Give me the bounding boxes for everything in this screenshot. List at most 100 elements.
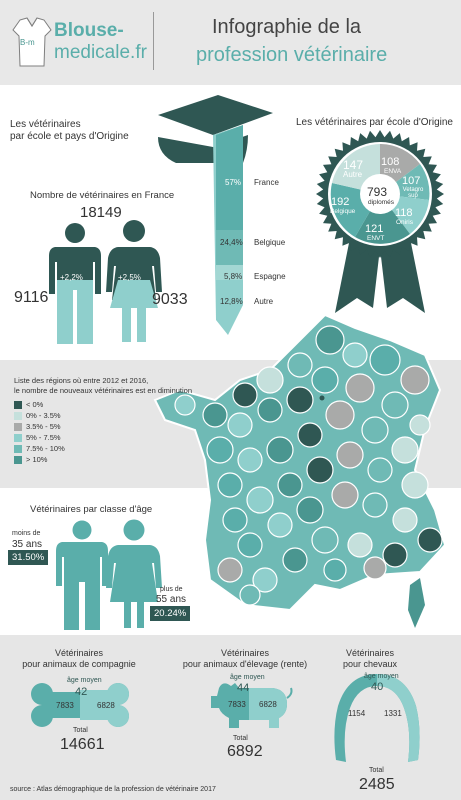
woman-senior-icon [106,519,162,628]
livestock-women: 6828 [259,700,277,709]
map-region [277,472,303,498]
map-region [239,584,261,606]
livestock-age-value: 44 [237,682,250,694]
map-region [315,325,345,355]
map-region [369,344,401,376]
logo-text-top: Blouse- [54,20,124,41]
header-divider [153,12,154,70]
map-region [409,414,431,436]
map-region [282,547,308,573]
pets-total-label: Total [73,727,88,734]
schools-heading: Les vétérinaires par école d'Origine [296,117,453,128]
bone-icon [31,683,129,727]
legend-swatch [14,455,22,464]
young-man-icon [56,520,108,630]
map-region [174,394,196,416]
map-region [311,526,339,554]
map-region [381,391,409,419]
map-region [217,472,243,498]
age-heading: Vétérinaires par classe d'âge [30,504,153,515]
women-growth: +2,5% [118,273,141,282]
bar-label-espagne: Espagne [254,272,286,281]
seal-belgique-value: 192 [331,196,350,208]
blouse-logo-icon [12,17,52,67]
map-region [267,512,293,538]
map-region [417,527,443,553]
young-label-1: moins de [12,530,41,537]
horses-total: 2485 [359,776,395,793]
seal-envt-value: 121 [365,223,384,235]
france-map [153,313,447,628]
pets-age-label: âge moyen [67,677,102,684]
map-region [361,416,389,444]
map-region [286,386,314,414]
bar-label-france: France [254,178,279,187]
pig-icon [211,683,293,728]
map-region [252,567,278,593]
map-region [296,496,324,524]
man-icon [49,223,101,344]
bar-value-autre: 12,8% [220,297,243,306]
young-pct-badge: 31.50% [8,550,49,565]
old-label-1: plus de [160,586,183,593]
legend-item: 3.5% - 5% [14,421,65,432]
seal-oniris-value: 118 [395,207,413,219]
livestock-heading-2: pour animaux d'élevage (rente) [182,659,308,669]
logo[interactable]: B-m Blouse- medicale.fr [12,12,147,72]
legend-swatch [14,444,22,453]
page-title-line1: Infographie de la [212,16,362,38]
map-region [227,412,253,438]
map-region [392,507,418,533]
rosette-icon [316,130,444,313]
young-label-2: 35 ans [12,539,43,550]
legend-item: 7.5% - 10% [14,443,65,454]
map-region [367,457,393,483]
legend-swatch [14,422,22,431]
map-region [363,556,387,580]
bar-label-autre: Autre [254,297,274,306]
bar-value-belgique: 24,4% [220,238,243,247]
seal-autre-label: Autre [343,170,363,179]
legend-swatch [14,433,22,442]
legend-item: 0% - 3.5% [14,410,65,421]
pets-age-value: 42 [75,686,88,698]
map-region [246,486,274,514]
count-total: 18149 [80,204,122,221]
livestock-total: 6892 [227,743,263,760]
seal-vetagro-value: 107 [402,175,421,187]
seal-enva-value: 108 [381,156,400,168]
map-region [401,471,429,499]
old-pct-badge: 20.24% [150,606,191,621]
map-region [287,352,313,378]
map-region [323,558,347,582]
old-label-2: 55 ans [156,594,187,605]
horses-heading-1: Vétérinaires [345,648,395,658]
pets-men: 7833 [56,701,74,710]
map-region [237,447,263,473]
map-region [382,542,408,568]
bar-value-espagne: 5,8% [224,272,243,281]
legend-label: 3.5% - 5% [26,422,61,431]
map-region [217,557,243,583]
map-region [400,365,430,395]
horses-total-label: Total [369,767,384,774]
map-region [347,532,373,558]
map-region [297,422,323,448]
map-region [391,436,419,464]
graduation-cap-icon [158,95,273,335]
map-region [331,481,359,509]
map-region [232,382,258,408]
page-title-line2: profession vétérinaire [196,44,388,66]
legend-label: 0% - 3.5% [26,411,61,420]
livestock-age-label: âge moyen [230,674,265,681]
horses-men: 1154 [348,709,366,718]
livestock-heading-1: Vétérinaires [220,648,270,658]
seal-enva-label: ENVA [384,168,402,175]
legend-item: < 0% [14,399,65,410]
legend-label: 5% - 7.5% [26,433,61,442]
livestock-men: 7833 [228,700,246,709]
pets-women: 6828 [97,701,115,710]
horses-age-label: âge moyen [364,673,399,680]
map-region [345,373,375,403]
regions-heading-1: Liste des régions où entre 2012 et 2016, [14,376,149,385]
